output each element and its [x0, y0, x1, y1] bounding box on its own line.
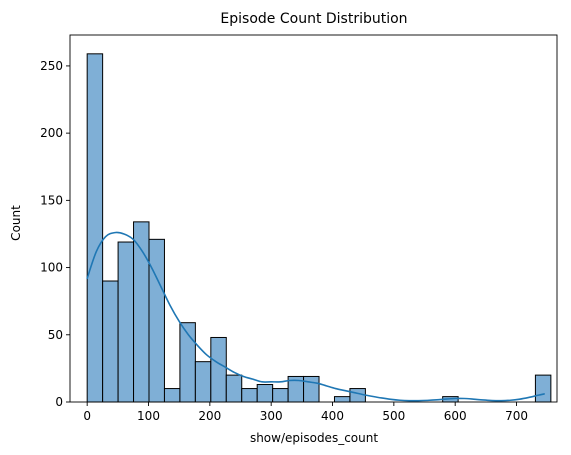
histogram-bar	[102, 280, 119, 403]
histogram-bar	[241, 388, 258, 403]
x-tick-label: 300	[260, 409, 283, 423]
x-tick-label: 500	[382, 409, 405, 423]
histogram-bar	[163, 388, 181, 403]
y-tick-label: 0	[55, 395, 63, 409]
x-tick-label: 600	[444, 409, 467, 423]
x-axis-ticks: 0 100 200 300 400 500 600 700	[83, 402, 528, 423]
histogram-bars	[86, 53, 552, 403]
histogram-bar	[225, 374, 243, 403]
histogram-bar	[272, 388, 289, 403]
histogram-bar	[303, 375, 320, 403]
x-tick-label: 400	[321, 409, 344, 423]
histogram-bar	[256, 384, 274, 403]
y-axis-ticks: 0 50 100 150 200 250	[40, 59, 70, 409]
y-tick-label: 150	[40, 193, 63, 207]
y-axis-label: Count	[9, 205, 23, 241]
x-axis-label: show/episodes_count	[250, 431, 378, 445]
histogram-bar	[534, 374, 552, 403]
x-tick-label: 700	[505, 409, 528, 423]
histogram-bar	[333, 396, 351, 403]
histogram-bar	[194, 361, 212, 403]
histogram-bar	[210, 336, 227, 403]
kde-layer	[86, 231, 545, 402]
x-tick-label: 100	[137, 409, 160, 423]
axes-frame	[69, 34, 558, 403]
y-tick-label: 100	[40, 261, 63, 275]
histogram-bar	[86, 53, 104, 403]
histogram-bar	[117, 241, 135, 403]
y-tick-label: 50	[48, 328, 63, 342]
x-tick-label: 0	[83, 409, 91, 423]
chart-title: Episode Count Distribution	[220, 11, 407, 27]
y-tick-label: 200	[40, 126, 63, 140]
plot-area	[69, 34, 558, 403]
y-tick-label: 250	[40, 59, 63, 73]
x-tick-label: 200	[198, 409, 221, 423]
histogram-bar	[148, 238, 165, 403]
kde-line	[86, 231, 545, 402]
